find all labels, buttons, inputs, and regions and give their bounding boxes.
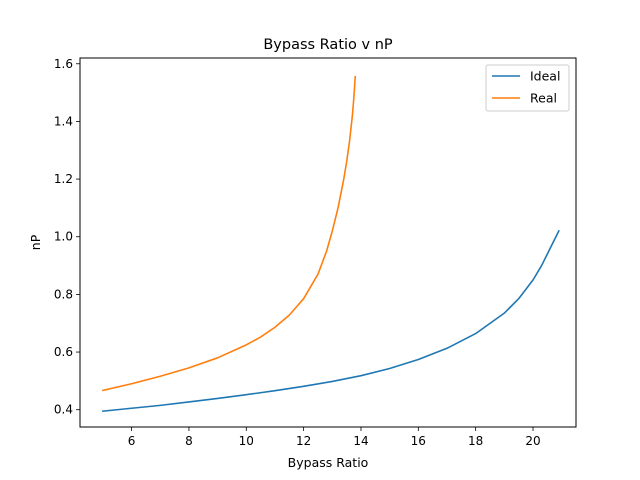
x-tick-label: 20 xyxy=(525,434,540,448)
x-tick-label: 16 xyxy=(411,434,426,448)
plot-frame xyxy=(79,57,577,428)
y-axis: 0.4 0.6 0.8 1.0 1.2 1.4 1.6 xyxy=(54,57,80,417)
x-axis: 6 8 10 12 14 16 18 20 xyxy=(128,427,541,448)
x-tick-label: 10 xyxy=(239,434,254,448)
plot-area xyxy=(79,57,577,428)
legend: Ideal Real xyxy=(485,64,570,112)
y-tick-label: 1.0 xyxy=(54,230,73,244)
x-tick-label: 6 xyxy=(128,434,136,448)
x-tick-label: 8 xyxy=(185,434,193,448)
legend-label-real: Real xyxy=(530,91,557,106)
y-tick-label: 0.6 xyxy=(54,345,73,359)
x-tick-label: 12 xyxy=(296,434,311,448)
series-line-ideal xyxy=(102,229,560,413)
y-tick-label: 1.6 xyxy=(54,57,73,71)
series-layer xyxy=(101,75,560,413)
y-tick-label: 0.8 xyxy=(54,287,73,301)
y-tick-label: 1.2 xyxy=(54,172,73,186)
x-tick-label: 14 xyxy=(353,434,368,448)
y-axis-label: nP xyxy=(28,234,43,250)
y-tick-label: 1.4 xyxy=(54,114,73,128)
legend-label-ideal: Ideal xyxy=(530,69,560,84)
series-line-real xyxy=(101,75,357,392)
chart-title: Bypass Ratio v nP xyxy=(263,37,393,53)
x-tick-label: 18 xyxy=(468,434,483,448)
x-axis-label: Bypass Ratio xyxy=(288,455,369,470)
y-tick-label: 0.4 xyxy=(54,403,73,417)
